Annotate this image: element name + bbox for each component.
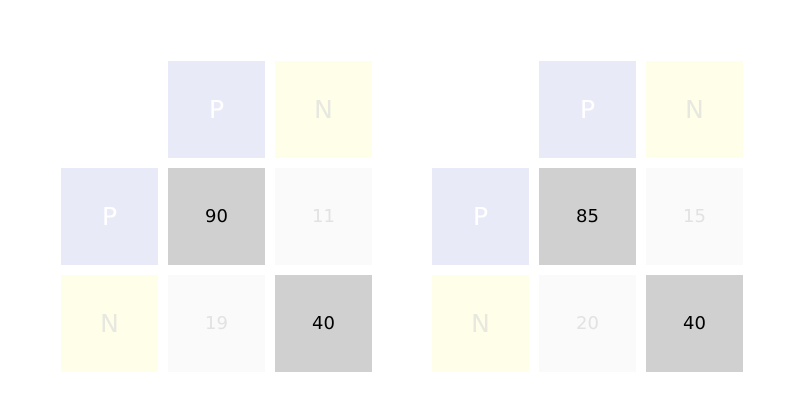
cell-pn: 15 [646, 168, 743, 265]
row-header-n: N [61, 275, 158, 372]
cell-np: 20 [539, 275, 636, 372]
cell-np: 19 [168, 275, 265, 372]
col-header-n: N [275, 61, 372, 158]
row-header-n: N [432, 275, 529, 372]
row-header-p: P [432, 168, 529, 265]
row-header-p: P [61, 168, 158, 265]
cell-pp: 90 [168, 168, 265, 265]
cell-nn: 40 [646, 275, 743, 372]
col-header-p: P [168, 61, 265, 158]
col-header-n: N [646, 61, 743, 158]
cell-pp: 85 [539, 168, 636, 265]
cell-nn: 40 [275, 275, 372, 372]
col-header-p: P [539, 61, 636, 158]
cell-pn: 11 [275, 168, 372, 265]
